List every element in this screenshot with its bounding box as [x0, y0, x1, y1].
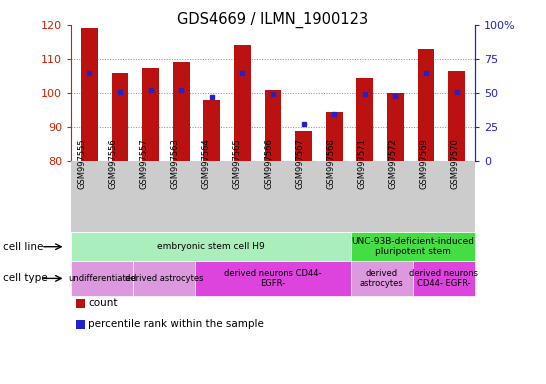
Bar [173, 63, 189, 161]
Text: GSM997568: GSM997568 [326, 138, 335, 189]
Text: GSM997565: GSM997565 [233, 138, 242, 189]
Text: GSM997570: GSM997570 [450, 138, 460, 189]
Text: GSM997557: GSM997557 [140, 138, 149, 189]
Text: count: count [88, 298, 118, 308]
Text: GSM997569: GSM997569 [419, 138, 429, 189]
Text: GSM997567: GSM997567 [295, 138, 304, 189]
Text: derived
astrocytes: derived astrocytes [360, 269, 403, 288]
Bar [265, 90, 281, 161]
Text: GSM997564: GSM997564 [202, 138, 211, 189]
Bar [326, 112, 343, 161]
Text: derived neurons
CD44- EGFR-: derived neurons CD44- EGFR- [410, 269, 478, 288]
Bar [234, 45, 251, 161]
Bar [387, 93, 404, 161]
Text: GSM997572: GSM997572 [388, 138, 397, 189]
Text: percentile rank within the sample: percentile rank within the sample [88, 319, 264, 329]
Text: derived astrocytes: derived astrocytes [125, 274, 204, 283]
Text: undifferentiated: undifferentiated [68, 274, 136, 283]
Text: GSM997555: GSM997555 [78, 138, 86, 189]
Text: cell type: cell type [3, 273, 48, 283]
Bar [203, 100, 220, 161]
Text: GSM997571: GSM997571 [357, 138, 366, 189]
Bar [295, 131, 312, 161]
Text: cell line: cell line [3, 242, 43, 252]
Text: GSM997566: GSM997566 [264, 138, 273, 189]
Text: GSM997556: GSM997556 [109, 138, 117, 189]
Text: GDS4669 / ILMN_1900123: GDS4669 / ILMN_1900123 [177, 12, 369, 28]
Text: derived neurons CD44-
EGFR-: derived neurons CD44- EGFR- [224, 269, 322, 288]
Bar [81, 28, 98, 161]
Bar [142, 68, 159, 161]
Bar [448, 71, 465, 161]
Bar [111, 73, 128, 161]
Text: UNC-93B-deficient-induced
pluripotent stem: UNC-93B-deficient-induced pluripotent st… [352, 237, 474, 257]
Text: GSM997563: GSM997563 [171, 138, 180, 189]
Bar [418, 49, 435, 161]
Bar [357, 78, 373, 161]
Text: embryonic stem cell H9: embryonic stem cell H9 [157, 242, 265, 251]
